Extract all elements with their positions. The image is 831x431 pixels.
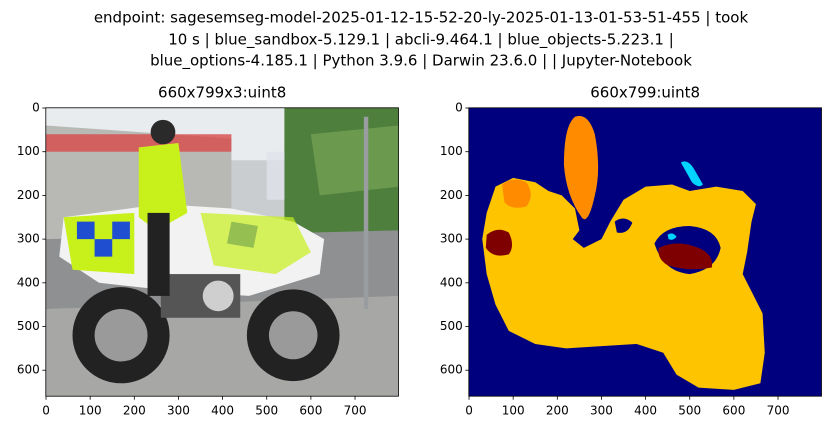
y-tick-label: 400 (440, 275, 463, 289)
figure-title-line: 10 s | blue_sandbox-5.129.1 | abcli-9.46… (168, 31, 674, 50)
y-tick-label: 0 (32, 101, 40, 115)
y-tick-label: 0 (455, 101, 463, 115)
x-tick-label: 0 (42, 404, 50, 418)
x-tick-label: 300 (590, 404, 613, 418)
x-tick-label: 700 (344, 404, 367, 418)
figure-title-line: blue_options-4.185.1 | Python 3.9.6 | Da… (150, 52, 692, 71)
x-tick-label: 500 (678, 404, 701, 418)
y-tick-label: 200 (17, 188, 40, 202)
x-tick-label: 100 (502, 404, 525, 418)
y-tick-label: 600 (440, 363, 463, 377)
y-tick-label: 500 (17, 319, 40, 333)
axes-title: 660x799:uint8 (590, 83, 700, 101)
axes-title: 660x799x3:uint8 (158, 83, 286, 101)
axes-frame (468, 107, 822, 397)
y-tick-label: 600 (17, 363, 40, 377)
x-tick-label: 300 (167, 404, 190, 418)
segmentation-image (468, 107, 822, 397)
x-tick-label: 200 (546, 404, 569, 418)
y-tick-label: 400 (17, 275, 40, 289)
x-tick-label: 700 (767, 404, 790, 418)
x-tick-label: 400 (211, 404, 234, 418)
y-tick-label: 100 (440, 144, 463, 158)
y-tick-label: 300 (17, 232, 40, 246)
y-tick-label: 500 (440, 319, 463, 333)
figure-title-line: endpoint: sagesemseg-model-2025-01-12-15… (94, 9, 749, 27)
y-tick-label: 200 (440, 188, 463, 202)
y-tick-label: 300 (440, 232, 463, 246)
x-tick-label: 100 (79, 404, 102, 418)
x-tick-label: 600 (722, 404, 745, 418)
x-tick-label: 200 (123, 404, 146, 418)
x-tick-label: 500 (255, 404, 278, 418)
x-tick-label: 0 (465, 404, 473, 418)
x-tick-label: 600 (299, 404, 322, 418)
x-tick-label: 400 (634, 404, 657, 418)
axes-frame (45, 107, 399, 397)
y-tick-label: 100 (17, 144, 40, 158)
photo-image (45, 107, 399, 397)
